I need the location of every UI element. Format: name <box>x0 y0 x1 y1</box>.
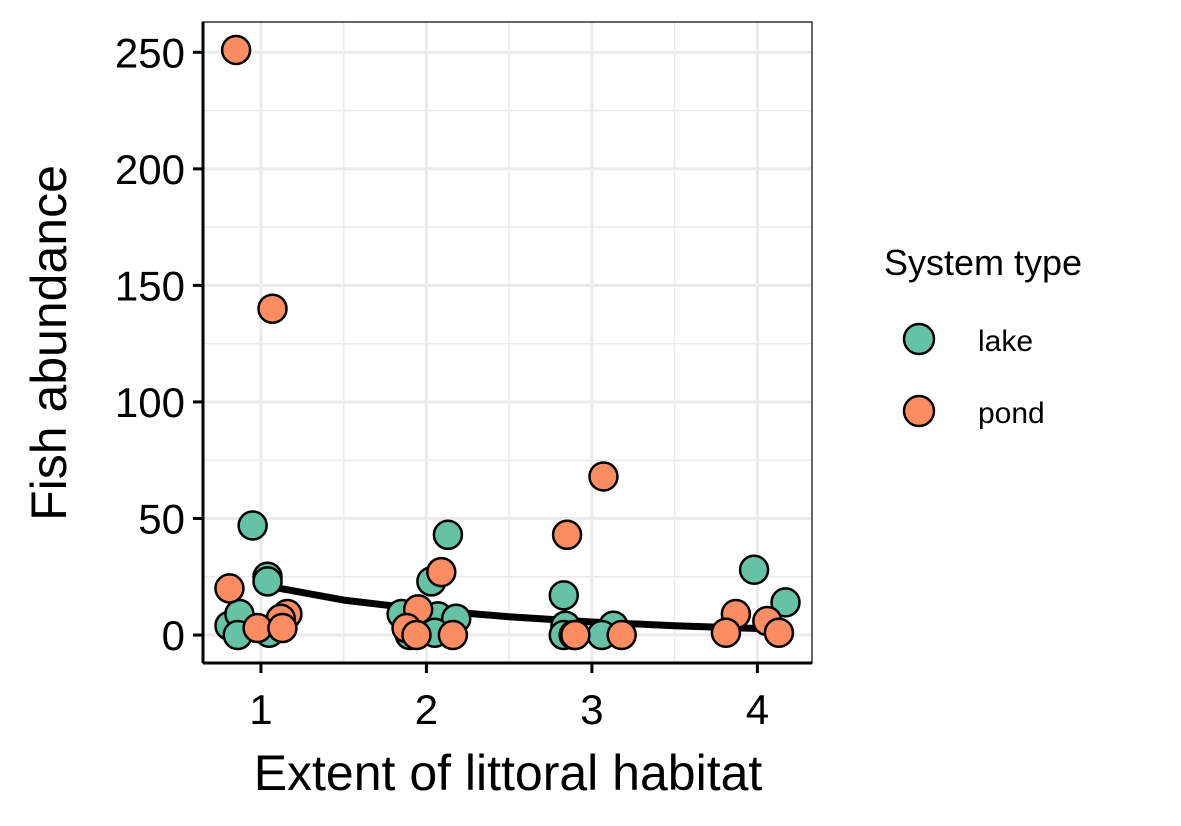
data-point-pond <box>257 293 288 324</box>
y-tick-label: 0 <box>162 612 185 659</box>
data-point-pond <box>710 617 742 648</box>
data-point-pond <box>588 461 619 492</box>
trend-line-group <box>257 581 761 632</box>
data-point-lake <box>738 554 770 586</box>
trend-line <box>257 581 761 632</box>
data-points <box>214 34 801 651</box>
y-axis-ticks: 0 50 100 150 200 250 <box>115 29 203 659</box>
data-point-lake <box>237 510 268 541</box>
x-tick-label: 3 <box>580 686 603 733</box>
x-tick-label: 2 <box>415 686 438 733</box>
x-tick-label: 4 <box>746 686 769 733</box>
data-point-pond <box>560 619 591 651</box>
data-point-pond <box>401 619 432 651</box>
legend-pond-label: pond <box>978 397 1045 430</box>
y-tick-label: 200 <box>115 146 185 193</box>
data-point-pond <box>426 556 457 588</box>
legend-title: System type <box>884 242 1082 283</box>
data-point-pond <box>220 34 252 66</box>
data-point-lake <box>432 519 464 551</box>
legend-lake-swatch <box>902 322 936 356</box>
y-tick-label: 150 <box>115 262 185 309</box>
legend: System type lake pond <box>884 242 1082 430</box>
data-point-pond <box>267 612 298 644</box>
x-axis-title: Extent of littoral habitat <box>254 745 763 801</box>
data-point-lake <box>252 566 283 597</box>
plot-background <box>203 22 812 663</box>
y-axis-title: Fish abundance <box>21 165 77 521</box>
x-axis-ticks: 1 2 3 4 <box>249 663 769 733</box>
data-point-lake <box>770 587 801 618</box>
grid-lines <box>203 22 812 663</box>
data-point-pond <box>214 573 245 604</box>
data-point-pond <box>551 519 583 551</box>
y-tick-label: 250 <box>115 29 185 76</box>
data-point-pond <box>437 619 469 651</box>
data-point-lake <box>548 580 580 611</box>
x-tick-label: 1 <box>249 686 272 733</box>
legend-pond-swatch <box>902 394 936 428</box>
data-point-pond <box>606 619 637 651</box>
data-point-pond <box>763 617 795 648</box>
y-tick-label: 50 <box>138 495 185 542</box>
y-tick-label: 100 <box>115 379 185 426</box>
axes <box>201 21 813 665</box>
legend-lake-label: lake <box>978 325 1033 358</box>
